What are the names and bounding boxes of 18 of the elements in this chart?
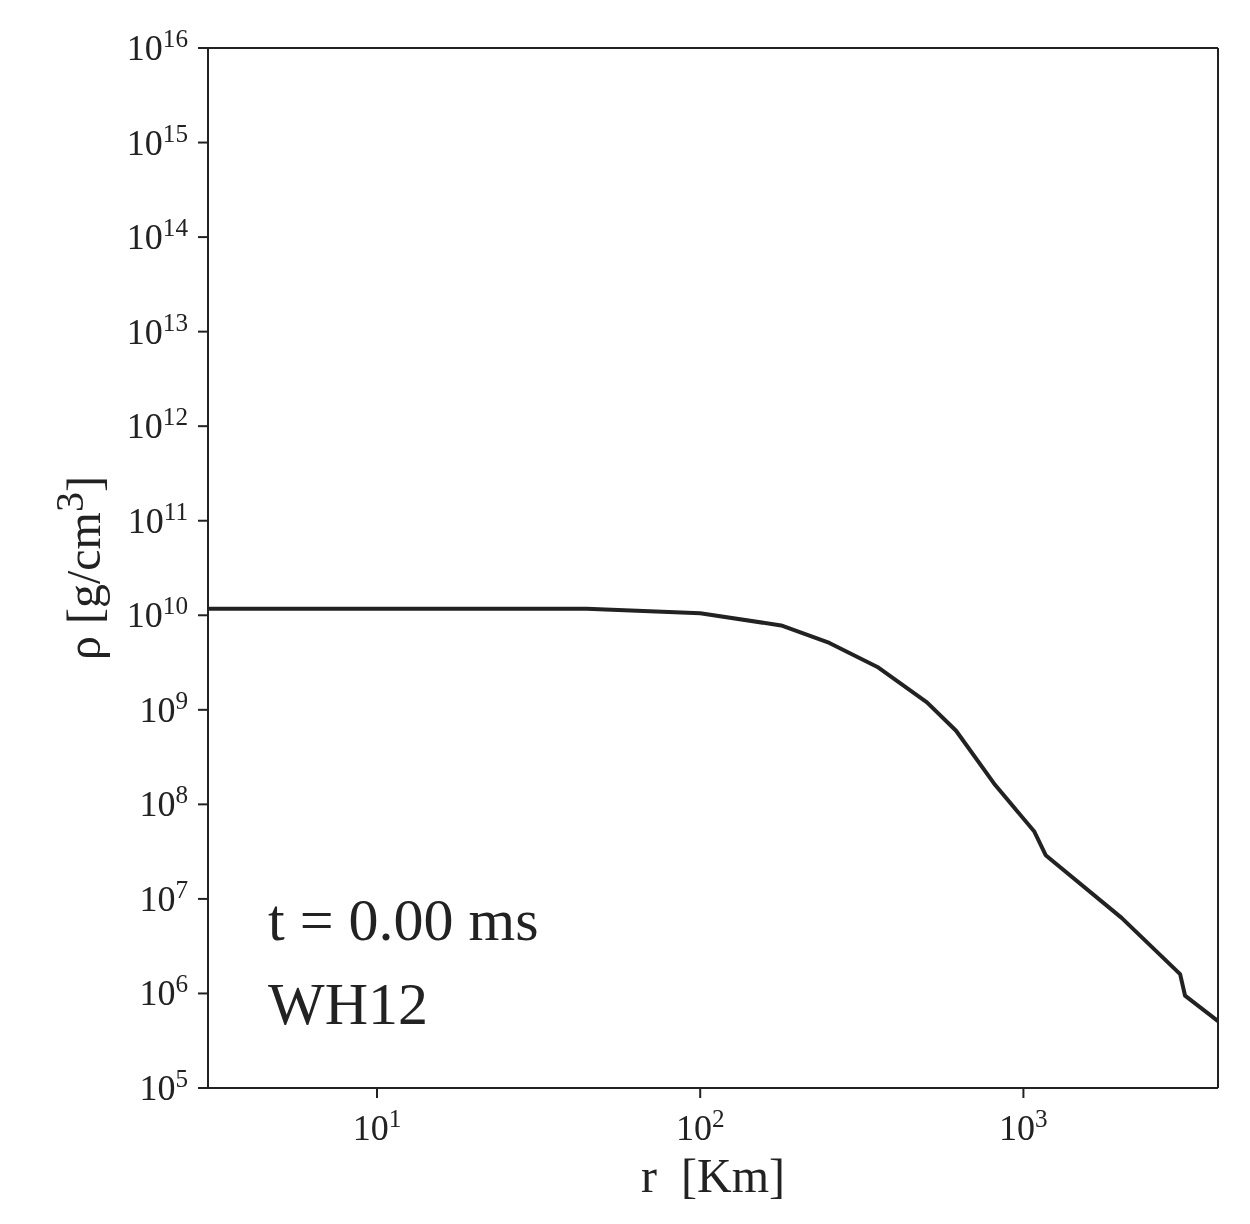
- y-tick-label: 10$^{10}$: [126, 591, 188, 636]
- y-tick-label: 10$^{14}$: [126, 213, 189, 258]
- y-tick-label: 10$^{5}$: [139, 1064, 188, 1108]
- x-axis-title: r [Km]: [640, 1148, 786, 1203]
- y-tick-label: 10$^{9}$: [139, 686, 188, 730]
- y-tick-label: 10$^{11}$: [127, 497, 188, 541]
- x-tick-label: 10$^{3}$: [999, 1104, 1048, 1148]
- x-tick-label: 10$^{2}$: [675, 1104, 725, 1148]
- y-tick-label: 10$^{8}$: [139, 780, 188, 825]
- y-tick-label: 10$^{12}$: [126, 402, 188, 447]
- annotation: WH12: [268, 970, 429, 1039]
- y-tick-label: 10$^{15}$: [126, 119, 188, 163]
- y-tick-label: 10$^{7}$: [139, 875, 188, 919]
- annotation: t = 0.00 ms: [268, 886, 539, 955]
- x-tick-label: 10$^{1}$: [352, 1104, 402, 1148]
- y-tick-label: 10$^{16}$: [126, 24, 188, 68]
- y-tick-label: 10$^{13}$: [126, 308, 188, 352]
- y-tick-label: 10$^{6}$: [139, 969, 188, 1014]
